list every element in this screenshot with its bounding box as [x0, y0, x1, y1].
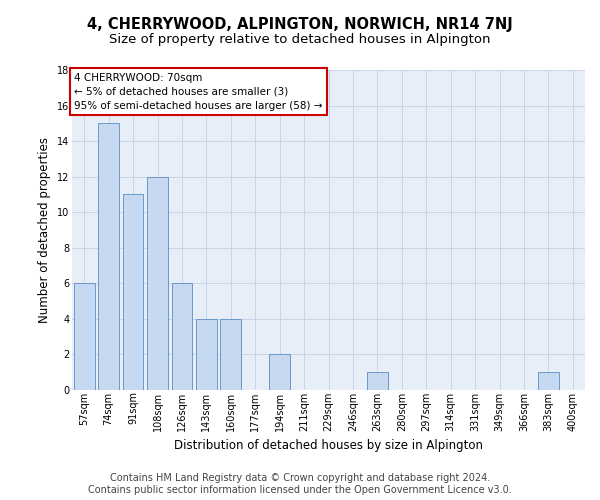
Bar	[74, 284, 95, 390]
Text: 4 CHERRYWOOD: 70sqm
← 5% of detached houses are smaller (3)
95% of semi-detached: 4 CHERRYWOOD: 70sqm ← 5% of detached hou…	[74, 72, 323, 110]
Y-axis label: Number of detached properties: Number of detached properties	[38, 137, 51, 323]
Bar	[220, 319, 241, 390]
Bar	[538, 372, 559, 390]
X-axis label: Distribution of detached houses by size in Alpington: Distribution of detached houses by size …	[174, 439, 483, 452]
Bar	[147, 176, 168, 390]
Bar	[172, 284, 193, 390]
Bar	[98, 124, 119, 390]
Text: Size of property relative to detached houses in Alpington: Size of property relative to detached ho…	[109, 32, 491, 46]
Text: 4, CHERRYWOOD, ALPINGTON, NORWICH, NR14 7NJ: 4, CHERRYWOOD, ALPINGTON, NORWICH, NR14 …	[87, 18, 513, 32]
Text: Contains HM Land Registry data © Crown copyright and database right 2024.
Contai: Contains HM Land Registry data © Crown c…	[88, 474, 512, 495]
Bar	[196, 319, 217, 390]
Bar	[367, 372, 388, 390]
Bar	[269, 354, 290, 390]
Bar	[122, 194, 143, 390]
